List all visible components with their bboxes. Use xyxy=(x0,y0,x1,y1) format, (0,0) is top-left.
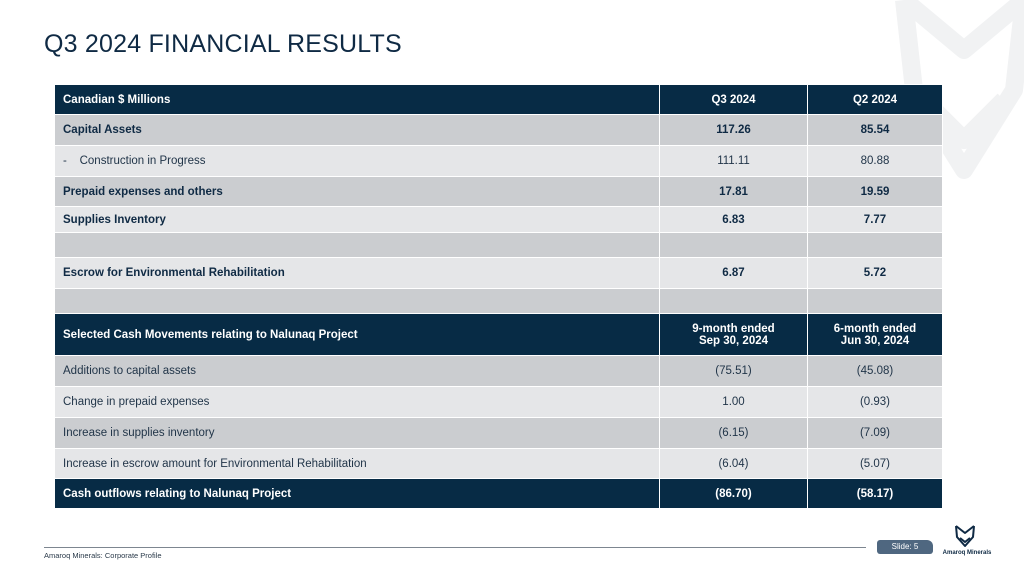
row-value-9-month: (6.15) xyxy=(659,417,808,449)
total-row: Cash outflows relating to Nalunaq Projec… xyxy=(54,478,943,509)
row-label: Prepaid expenses and others xyxy=(54,176,660,207)
row-label: Escrow for Environmental Rehabilitation xyxy=(54,257,660,289)
financial-results-table: Canadian $ Millions Q3 2024 Q2 2024 Capi… xyxy=(54,84,943,509)
row-value-9-month: 1.00 xyxy=(659,386,808,418)
slide-number-badge: Slide: 5 xyxy=(877,540,933,554)
table-row: Escrow for Environmental Rehabilitation … xyxy=(54,257,943,289)
cash-header-6-month-line1: 6-month ended xyxy=(833,322,917,335)
row-value-q3: 117.26 xyxy=(659,114,808,146)
row-value-9-month: (75.51) xyxy=(659,355,808,387)
row-value-6-month: (5.07) xyxy=(807,448,943,479)
row-label: Increase in escrow amount for Environmen… xyxy=(54,448,660,479)
total-value-6-month: (58.17) xyxy=(807,478,943,509)
row-value-6-month: (7.09) xyxy=(807,417,943,449)
logo-wordmark: Amaroq Minerals xyxy=(942,550,992,556)
row-value-q3: 17.81 xyxy=(659,176,808,207)
row-value-9-month: (6.04) xyxy=(659,448,808,479)
row-value-6-month: (45.08) xyxy=(807,355,943,387)
row-value-q2: 5.72 xyxy=(807,257,943,289)
row-label: - Construction in Progress xyxy=(54,145,660,177)
empty-spacer-row xyxy=(54,232,943,258)
table-row: - Construction in Progress 111.11 80.88 xyxy=(54,145,943,177)
empty-cell xyxy=(54,232,660,258)
row-label: Additions to capital assets xyxy=(54,355,660,387)
table-row: Additions to capital assets (75.51) (45.… xyxy=(54,355,943,387)
table-row: Prepaid expenses and others 17.81 19.59 xyxy=(54,176,943,207)
footer-text: Amaroq Minerals: Corporate Profile xyxy=(44,551,162,560)
header-q2-2024: Q2 2024 xyxy=(807,84,943,115)
cash-header-label: Selected Cash Movements relating to Nalu… xyxy=(54,313,660,356)
total-value-9-month: (86.70) xyxy=(659,478,808,509)
row-label: Capital Assets xyxy=(54,114,660,146)
table-row: Increase in escrow amount for Environmen… xyxy=(54,448,943,479)
row-label: Supplies Inventory xyxy=(54,206,660,233)
total-label: Cash outflows relating to Nalunaq Projec… xyxy=(54,478,660,509)
cash-header-9-month: 9-month ended Sep 30, 2024 xyxy=(659,313,808,356)
cash-header-9-month-line2: Sep 30, 2024 xyxy=(698,334,769,347)
row-value-q2: 85.54 xyxy=(807,114,943,146)
table-row: Change in prepaid expenses 1.00 (0.93) xyxy=(54,386,943,418)
cash-header-6-month: 6-month ended Jun 30, 2024 xyxy=(807,313,943,356)
table-row: Increase in supplies inventory (6.15) (7… xyxy=(54,417,943,449)
page-title: Q3 2024 FINANCIAL RESULTS xyxy=(44,30,402,58)
row-label: Increase in supplies inventory xyxy=(54,417,660,449)
header-q3-2024: Q3 2024 xyxy=(659,84,808,115)
cash-header-9-month-line1: 9-month ended xyxy=(692,322,775,335)
row-value-q3: 6.83 xyxy=(659,206,808,233)
empty-cell xyxy=(807,232,943,258)
row-value-q3: 6.87 xyxy=(659,257,808,289)
table-header-row: Canadian $ Millions Q3 2024 Q2 2024 xyxy=(54,84,943,115)
row-label: Change in prepaid expenses xyxy=(54,386,660,418)
cash-header-6-month-line2: Jun 30, 2024 xyxy=(840,334,910,347)
row-value-q2: 19.59 xyxy=(807,176,943,207)
cash-movements-header-row: Selected Cash Movements relating to Nalu… xyxy=(54,313,943,356)
header-label: Canadian $ Millions xyxy=(54,84,660,115)
footer-divider xyxy=(44,547,866,548)
empty-cell xyxy=(659,288,808,314)
row-value-q2: 80.88 xyxy=(807,145,943,177)
empty-cell xyxy=(807,288,943,314)
table-row: Supplies Inventory 6.83 7.77 xyxy=(54,206,943,233)
table-row: Capital Assets 117.26 85.54 xyxy=(54,114,943,146)
row-value-q3: 111.11 xyxy=(659,145,808,177)
row-value-6-month: (0.93) xyxy=(807,386,943,418)
row-value-q2: 7.77 xyxy=(807,206,943,233)
empty-cell xyxy=(659,232,808,258)
fox-logo-icon xyxy=(955,525,975,547)
empty-spacer-row xyxy=(54,288,943,314)
empty-cell xyxy=(54,288,660,314)
